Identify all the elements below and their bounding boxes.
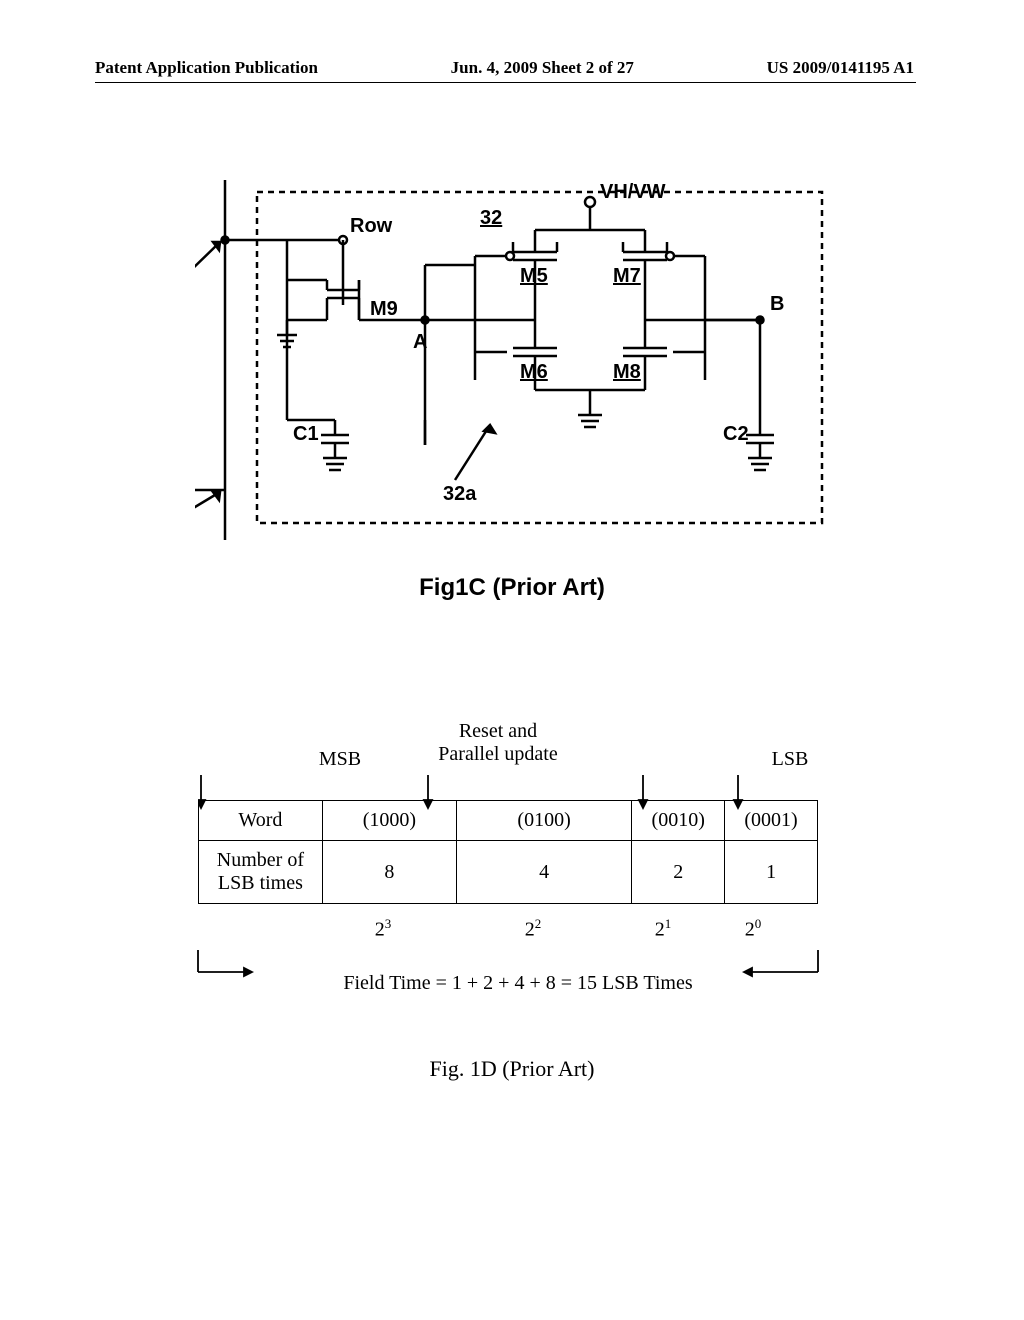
m7-label: M7 xyxy=(613,265,641,287)
ft-arrows-svg xyxy=(188,950,828,990)
fig1d-top-labels: Reset and Parallel update MSB LSB xyxy=(198,720,838,800)
ref-32a: 32a xyxy=(443,483,477,505)
header-right: US 2009/0141195 A1 xyxy=(767,58,914,78)
row-label: Row xyxy=(350,215,393,237)
fig1d-caption: Fig. 1D (Prior Art) xyxy=(0,1056,1024,1082)
fig1d-arrows-svg xyxy=(198,720,838,810)
p2: 22 xyxy=(448,916,618,942)
p1: 21 xyxy=(618,916,708,942)
field-time-row: Field Time = 1 + 2 + 4 + 8 = 15 LSB Time… xyxy=(198,972,838,1002)
row2-c4: 1 xyxy=(725,841,818,904)
header-center: Jun. 4, 2009 Sheet 2 of 27 xyxy=(451,58,634,78)
m8-label: M8 xyxy=(613,361,641,383)
node-b: B xyxy=(770,293,784,315)
circuit-svg: Word Bit Row VH/VW 32 M9 M5 M7 M6 M8 A B… xyxy=(195,180,835,540)
c1-label: C1 xyxy=(293,423,319,445)
m5-label: M5 xyxy=(520,265,548,287)
m9-label: M9 xyxy=(370,298,398,320)
node-a: A xyxy=(413,331,427,353)
table-row: Number ofLSB times 8 4 2 1 xyxy=(199,841,818,904)
row2-c2: 4 xyxy=(456,841,631,904)
fig1d: Reset and Parallel update MSB LSB Word (… xyxy=(198,720,838,1002)
ref-32: 32 xyxy=(480,207,502,229)
fig1c-circuit: Word Bit Row VH/VW 32 M9 M5 M7 M6 M8 A B… xyxy=(195,180,835,540)
c2-label: C2 xyxy=(723,423,749,445)
vhvw-label: VH/VW xyxy=(600,181,666,203)
row2-label: Number ofLSB times xyxy=(199,841,323,904)
p3: 23 xyxy=(318,916,448,942)
page-header: Patent Application Publication Jun. 4, 2… xyxy=(0,58,1024,78)
p0: 20 xyxy=(708,916,798,942)
fig1c-caption: Fig1C (Prior Art) xyxy=(0,574,1024,602)
row2-c3: 2 xyxy=(632,841,725,904)
header-rule xyxy=(95,82,916,83)
powers-row: 23 22 21 20 xyxy=(198,916,838,942)
header-left: Patent Application Publication xyxy=(95,58,318,78)
fig1d-table: Word (1000) (0100) (0010) (0001) Number … xyxy=(198,800,818,904)
row2-c1: 8 xyxy=(322,841,456,904)
m6-label: M6 xyxy=(520,361,548,383)
